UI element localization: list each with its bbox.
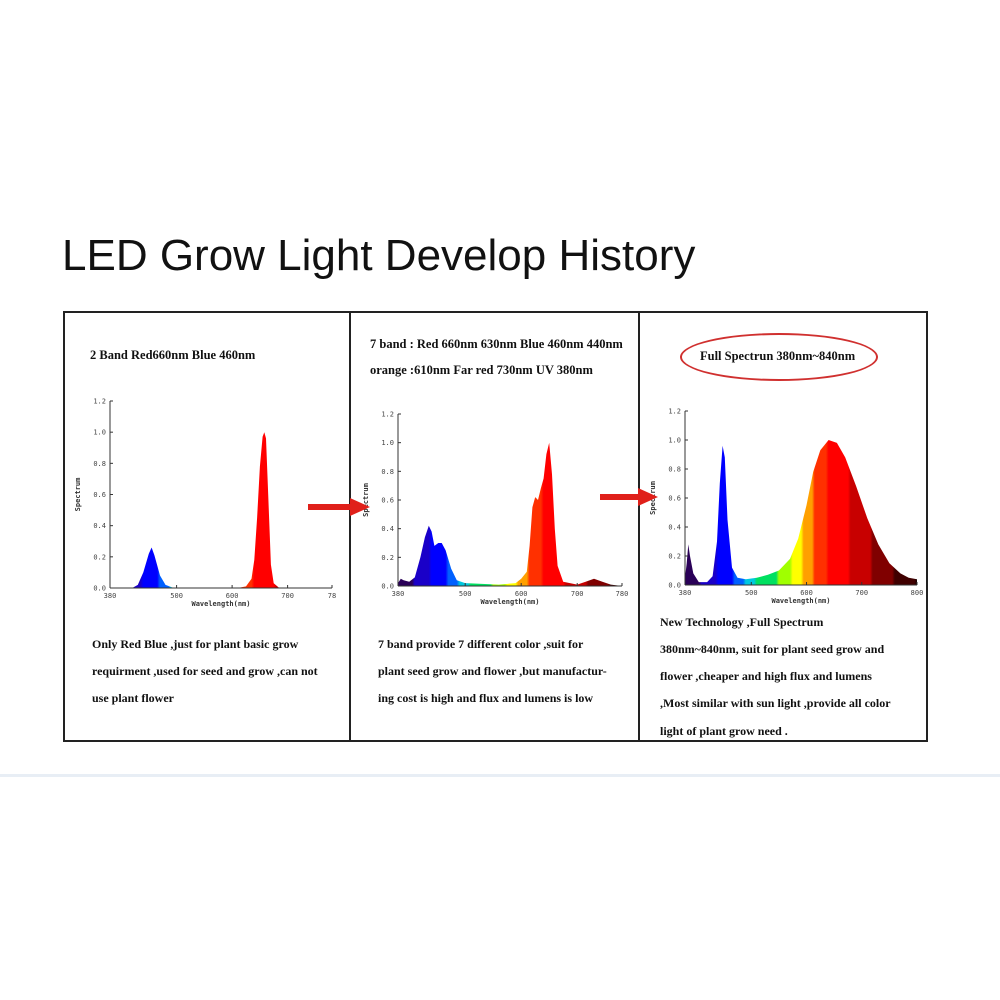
spectrum-area — [110, 432, 332, 588]
y-tick-label: 0.2 — [93, 553, 106, 561]
y-tick-label: 0.4 — [381, 525, 394, 533]
x-tick-label: 800 — [911, 589, 924, 597]
panel2-spectrum-chart: 0.0 0.2 0.4 0.6 0.8 1.0 1.2 380 500 600 700 780 Wave… — [362, 411, 629, 607]
panel2-description-line: 7 band provide 7 different color ,suit f… — [378, 637, 584, 651]
panel1-description-line: requirment ,used for seed and grow ,can … — [92, 664, 318, 678]
y-tick-label: 0.0 — [381, 583, 394, 591]
x-tick-label: 780 — [616, 590, 629, 598]
panel2-heading: 7 band : Red 660nm 630nm Blue 460nm 440n… — [370, 337, 623, 351]
y-tick-label: 0.8 — [668, 466, 681, 474]
panel3-description-line: New Technology ,Full Spectrum — [660, 615, 824, 629]
y-tick-label: 1.0 — [93, 429, 106, 437]
panel2-description-line: plant seed grow and flower ,but manufact… — [378, 664, 607, 678]
panel3-description-line: ,Most similar with sun light ,provide al… — [660, 696, 891, 710]
spectrum-area — [398, 442, 622, 586]
highlight-oval — [680, 333, 878, 381]
separator-line — [0, 774, 1000, 777]
y-tick-label: 0.6 — [93, 491, 106, 499]
x-tick-label: 500 — [170, 592, 183, 600]
y-axis-label: Spectrum — [74, 478, 82, 512]
x-tick-label: 700 — [571, 590, 584, 598]
y-tick-label: 1.2 — [93, 398, 106, 406]
panel-divider — [349, 311, 351, 742]
y-tick-label: 1.2 — [668, 408, 681, 416]
panel1-heading: 2 Band Red660nm Blue 460nm — [90, 348, 256, 362]
spectrum-area — [685, 440, 917, 585]
x-tick-label: 380 — [392, 590, 405, 598]
x-tick-label: 600 — [800, 589, 813, 597]
y-tick-label: 0.8 — [93, 460, 106, 468]
panel1-spectrum-chart: 0.0 0.2 0.4 0.6 0.8 1.0 1.2 380 500 600 700 78 Wavel… — [74, 398, 336, 609]
page-title: LED Grow Light Develop History — [62, 231, 696, 280]
y-tick-label: 0.2 — [668, 553, 681, 561]
x-tick-label: 380 — [679, 589, 692, 597]
panel2-description-line: ing cost is high and flux and lumens is … — [378, 691, 594, 705]
panel2-heading: orange :610nm Far red 730nm UV 380nm — [370, 363, 593, 377]
y-tick-label: 0.6 — [668, 495, 681, 503]
y-tick-label: 0.0 — [668, 582, 681, 590]
panel1-description-line: use plant flower — [92, 691, 174, 705]
panel1-description-line: Only Red Blue ,just for plant basic grow — [92, 637, 299, 651]
panel3-heading: Full Spectrun 380nm~840nm — [700, 349, 856, 363]
x-axis-label: Wavelength(nm) — [480, 598, 539, 606]
x-tick-label: 500 — [459, 590, 472, 598]
x-tick-label: 380 — [104, 592, 117, 600]
y-tick-label: 0.4 — [93, 522, 106, 530]
right-arrow-icon — [308, 498, 370, 516]
y-tick-label: 1.0 — [668, 437, 681, 445]
y-tick-label: 0.8 — [381, 468, 394, 476]
x-tick-label: 700 — [855, 589, 868, 597]
panel3-description-line: flower ,cheaper and high flux and lumens — [660, 669, 872, 683]
y-tick-label: 0.0 — [93, 585, 106, 593]
panel3-description-line: light of plant grow need . — [660, 724, 788, 738]
y-axis-label: Spectrum — [362, 483, 370, 517]
panel3-spectrum-chart: 0.0 0.2 0.4 0.6 0.8 1.0 1.2 380 500 600 700 800 Wave… — [649, 408, 924, 606]
y-tick-label: 1.0 — [381, 439, 394, 447]
x-tick-label: 500 — [745, 589, 758, 597]
y-tick-label: 0.2 — [381, 554, 394, 562]
x-tick-label: 600 — [515, 590, 528, 598]
panel3-description-line: 380nm~840nm, suit for plant seed grow an… — [660, 642, 885, 656]
panel-divider — [638, 311, 640, 742]
right-arrow-icon — [600, 488, 658, 506]
x-axis-label: Wavelength(nm) — [191, 600, 250, 608]
history-frame — [63, 311, 928, 742]
x-tick-label: 600 — [226, 592, 239, 600]
y-tick-label: 1.2 — [381, 411, 394, 419]
x-tick-label: 78 — [328, 592, 336, 600]
x-axis-label: Wavelength(nm) — [771, 597, 830, 605]
x-tick-label: 700 — [281, 592, 294, 600]
y-tick-label: 0.4 — [668, 524, 681, 532]
y-tick-label: 0.6 — [381, 497, 394, 505]
